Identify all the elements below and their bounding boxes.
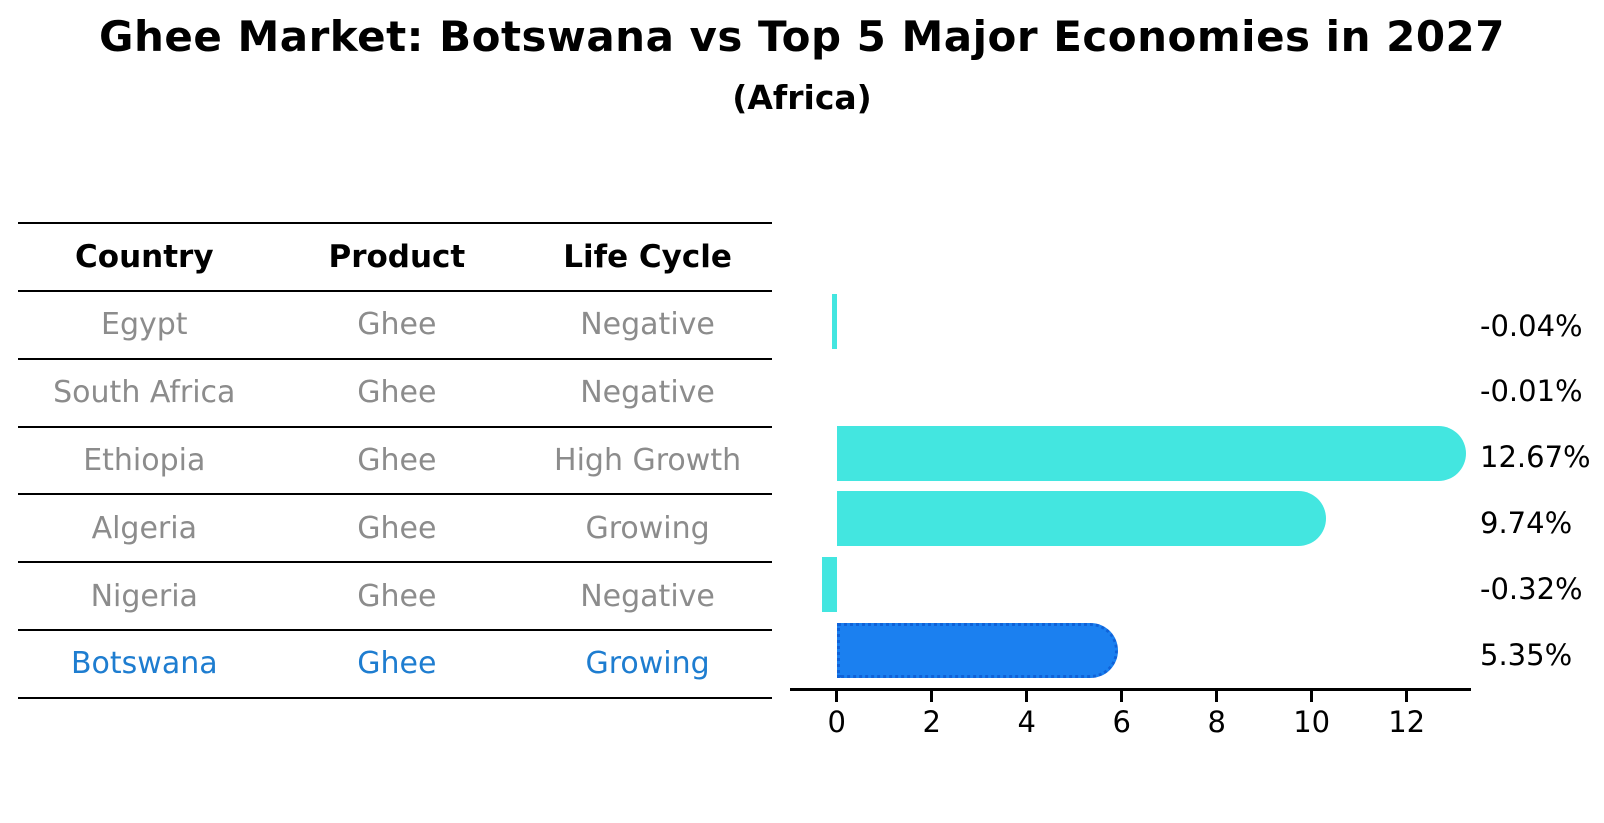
x-tick-mark [1310, 691, 1314, 702]
bar-value-label: -0.04% [1480, 308, 1583, 343]
table-cell-country: Botswana [70, 646, 218, 682]
table-cell-country: Algeria [91, 510, 197, 546]
table-cell-product: Ghee [357, 578, 437, 614]
bar-value-label: 12.67% [1480, 440, 1591, 475]
country-table: Country Product Life Cycle Egypt Ghee Nega… [18, 222, 772, 699]
bar-value-label: 5.35% [1480, 637, 1573, 672]
bar-egypt [832, 294, 837, 349]
table-cell-product: Ghee [357, 510, 437, 546]
chart-subtitle: (Africa) [732, 78, 872, 117]
table-cell-life-cycle: Negative [580, 307, 715, 343]
bar-value-label: -0.01% [1480, 374, 1583, 409]
bar-value-label: 9.74% [1480, 505, 1573, 540]
col-header-product: Product [328, 239, 466, 275]
x-tick-label: 0 [827, 705, 846, 739]
table-cell-country: South Africa [53, 375, 236, 411]
x-tick-label: 4 [1017, 705, 1036, 739]
table-body: Egypt Ghee Negative South Africa Ghee Negativ… [18, 290, 772, 697]
table-row: South Africa Ghee Negative [18, 357, 772, 426]
x-tick-label: 2 [922, 705, 941, 739]
table-cell-life-cycle: Growing [585, 646, 710, 682]
bar-algeria [836, 491, 1327, 547]
chart-title: Ghee Market: Botswana vs Top 5 Major Eco… [98, 12, 1505, 61]
table-cell-country: Ethiopia [83, 442, 206, 478]
table-cell-product: Ghee [357, 375, 437, 411]
table-cell-product: Ghee [357, 307, 437, 343]
table-header-row: Country Product Life Cycle [18, 222, 772, 290]
table-row: Ethiopia Ghee High Growth [18, 425, 772, 494]
table-cell-life-cycle: Negative [580, 375, 715, 411]
table-row: Nigeria Ghee Negative [18, 561, 772, 629]
x-tick-mark [1025, 691, 1029, 702]
col-header-life-cycle: Life Cycle [563, 239, 732, 275]
x-tick-mark [835, 691, 839, 702]
x-tick-label: 8 [1207, 705, 1226, 739]
table-cell-life-cycle: High Growth [554, 442, 742, 478]
x-tick-label: 10 [1293, 705, 1331, 739]
bar-ethiopia [836, 425, 1466, 481]
x-tick-label: 6 [1112, 705, 1131, 739]
table-row: Egypt Ghee Negative [18, 290, 772, 358]
x-axis-line [790, 688, 1471, 691]
table-cell-product: Ghee [357, 442, 437, 478]
x-tick-mark [1215, 691, 1219, 702]
table-cell-life-cycle: Growing [585, 510, 710, 546]
x-tick-label: 12 [1388, 705, 1426, 739]
bar-nigeria [821, 557, 837, 613]
table-cell-country: Egypt [101, 307, 188, 343]
table-row: Algeria Ghee Growing [18, 493, 772, 561]
x-tick-mark [1120, 691, 1124, 702]
table-cell-life-cycle: Negative [580, 578, 715, 614]
table-row: Botswana Ghee Growing [18, 628, 772, 697]
x-tick-mark [930, 691, 934, 702]
bar-value-label: -0.32% [1480, 571, 1583, 606]
table-cell-product: Ghee [357, 646, 437, 682]
x-tick-mark [1405, 691, 1409, 702]
table-cell-country: Nigeria [90, 578, 198, 614]
bar-botswana [836, 623, 1118, 679]
col-header-country: Country [75, 239, 214, 275]
